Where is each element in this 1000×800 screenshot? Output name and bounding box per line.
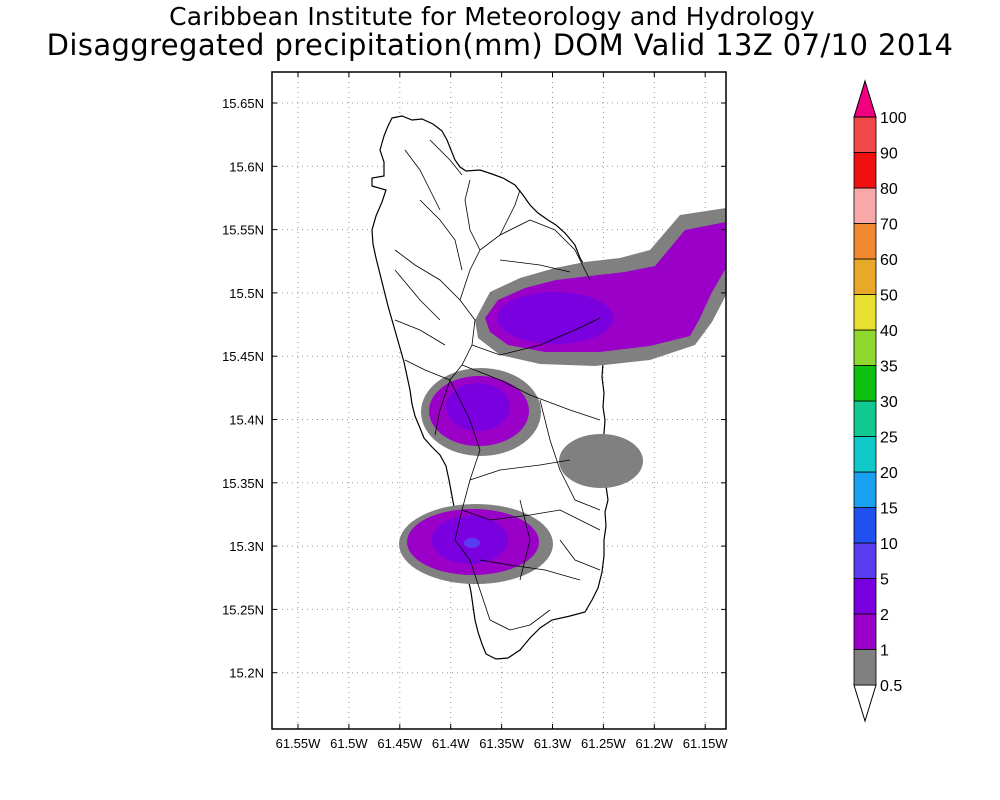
colorbar-label: 35 <box>880 359 898 376</box>
lon-tick-label: 61.15W <box>683 736 729 751</box>
colorbar-label: 15 <box>880 501 898 518</box>
lat-tick-label: 15.6N <box>229 159 264 174</box>
colorbar-segment <box>853 223 877 260</box>
map-title: Caribbean Institute for Meteorology and … <box>169 2 815 31</box>
longitude-axis: 61.55W 61.5W 61.45W 61.4W 61.35W 61.3W 61.25W 6… <box>276 72 729 751</box>
colorbar-segment <box>853 471 877 508</box>
precip-area-2mm <box>446 383 510 431</box>
colorbar-label: 100 <box>880 110 907 127</box>
gridlines <box>272 72 726 729</box>
lat-tick-label: 15.2N <box>229 666 264 681</box>
colorbar-label: 5 <box>880 572 889 589</box>
lon-tick-label: 61.45W <box>377 736 423 751</box>
colorbar-label: 90 <box>880 146 898 163</box>
colorbar-segment <box>853 187 877 224</box>
colorbar-segment <box>853 578 877 615</box>
precip-area-0.5mm <box>559 434 643 488</box>
colorbar-label: 30 <box>880 394 898 411</box>
colorbar-segment <box>853 294 877 331</box>
colorbar-max-triangle <box>853 79 877 118</box>
colorbar-segment <box>853 542 877 579</box>
lat-tick-label: 15.65N <box>222 96 264 111</box>
colorbar-label: 40 <box>880 323 898 340</box>
colorbar-segment <box>853 152 877 189</box>
map-subtitle: Disaggregated precipitation(mm) DOM Vali… <box>46 28 954 62</box>
precip-area-2mm <box>497 292 613 344</box>
colorbar-segment <box>853 329 877 366</box>
colorbar-label: 80 <box>880 181 898 198</box>
colorbar-segment <box>853 365 877 402</box>
precipitation-field <box>399 208 726 584</box>
drainage-lines <box>394 139 601 631</box>
lat-tick-label: 15.45N <box>222 349 264 364</box>
colorbar-label: 50 <box>880 288 898 305</box>
colorbar-segment <box>853 507 877 544</box>
map-frame <box>271 71 727 730</box>
lat-tick-label: 15.25N <box>222 602 264 617</box>
latitude-axis: 15.65N 15.6N 15.55N 15.5N 15.45N 15.4N 15.35N 1… <box>222 96 726 681</box>
lat-tick-label: 15.4N <box>229 413 264 428</box>
colorbar-min-triangle <box>853 684 877 723</box>
colorbar-label: 2 <box>880 607 889 624</box>
colorbar-segment <box>853 436 877 473</box>
lon-tick-label: 61.25W <box>581 736 627 751</box>
lat-tick-label: 15.55N <box>222 223 264 238</box>
colorbar-segment <box>853 258 877 295</box>
colorbar-label: 60 <box>880 252 898 269</box>
lon-tick-label: 61.3W <box>534 736 572 751</box>
lat-tick-label: 15.3N <box>229 539 264 554</box>
colorbar-label: 20 <box>880 465 898 482</box>
colorbar-label: 70 <box>880 217 898 234</box>
colorbar-label: 10 <box>880 536 898 553</box>
precip-area-5mm <box>464 538 480 548</box>
lon-tick-label: 61.4W <box>432 736 470 751</box>
lon-tick-label: 61.2W <box>636 736 674 751</box>
colorbar-segment <box>853 400 877 437</box>
colorbar-label: 25 <box>880 430 898 447</box>
lon-tick-label: 61.35W <box>479 736 525 751</box>
lat-tick-label: 15.35N <box>222 476 264 491</box>
colorbar-segment <box>853 649 877 686</box>
colorbar-segment <box>853 613 877 650</box>
colorbar-segment <box>853 116 877 153</box>
lon-tick-label: 61.55W <box>276 736 322 751</box>
colorbar-label: 0.5 <box>880 678 902 695</box>
lon-tick-label: 61.5W <box>330 736 368 751</box>
lat-tick-label: 15.5N <box>229 286 264 301</box>
colorbar-label: 1 <box>880 643 889 660</box>
